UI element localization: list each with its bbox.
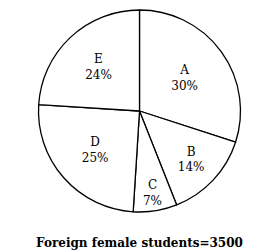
svg-text:B14%: B14% [178,145,205,175]
svg-text:A30%: A30% [171,63,198,93]
svg-text:E24%: E24% [85,52,112,82]
svg-text:C7%: C7% [143,178,162,208]
svg-text:Foreign female students=3500: Foreign female students=3500 [36,236,243,250]
svg-text:D25%: D25% [82,135,109,165]
